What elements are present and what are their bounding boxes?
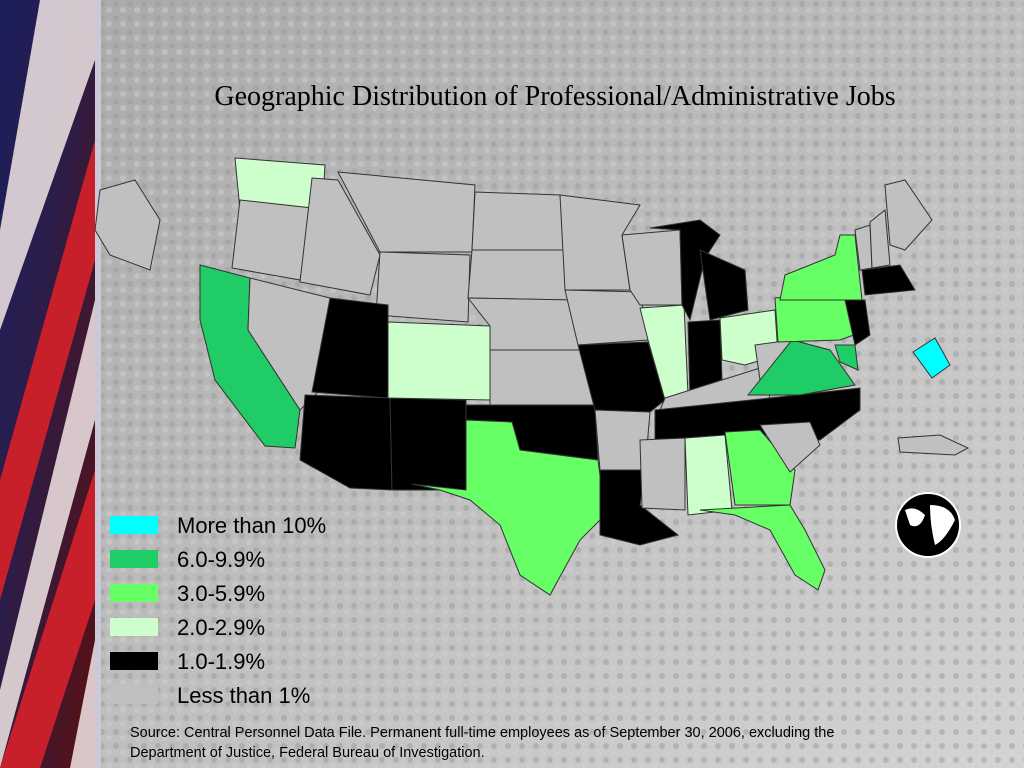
legend-label: Less than 1%: [177, 683, 310, 708]
legend-label: 2.0-2.9%: [177, 615, 265, 640]
region: [699, 504, 826, 591]
source-line: Source: Central Personnel Data File. Per…: [130, 725, 834, 741]
region: [746, 339, 856, 396]
legend-swatch: [110, 686, 158, 704]
flag-strip: [0, 0, 95, 768]
legend-swatch: [110, 652, 158, 670]
region: [699, 249, 749, 321]
source-line: Department of Justice, Federal Bureau of…: [130, 745, 485, 761]
region: [649, 219, 721, 322]
legend-swatch: [110, 618, 158, 636]
region: [844, 299, 871, 346]
us-map: [94, 157, 970, 596]
legend-swatch: [110, 516, 158, 534]
region: [759, 421, 821, 473]
region: [639, 437, 686, 511]
globe-icon: [895, 492, 961, 558]
region: [231, 199, 313, 281]
region: [299, 394, 393, 491]
region: [299, 177, 381, 296]
region: [411, 419, 606, 596]
title: Geographic Distribution of Professional/…: [214, 81, 895, 112]
region: [621, 229, 683, 306]
region: [471, 191, 566, 251]
legend: More than 10% 6.0-9.9% 3.0-5.9% 2.0-2.9% 1.0…: [110, 513, 326, 708]
region: [884, 179, 933, 251]
region: [897, 434, 970, 456]
region: [467, 249, 569, 301]
legend-label: 3.0-5.9%: [177, 581, 265, 606]
region: [861, 264, 916, 296]
divider: [95, 0, 101, 768]
region: [387, 321, 491, 401]
region: [577, 341, 666, 413]
region: [912, 337, 951, 379]
legend-label: 1.0-1.9%: [177, 649, 265, 674]
region: [375, 251, 471, 323]
region: [869, 209, 891, 269]
region: [489, 349, 596, 406]
legend-label: More than 10%: [177, 513, 326, 538]
legend-swatch: [110, 584, 158, 602]
region: [834, 344, 859, 371]
region: [94, 179, 161, 271]
legend-swatch: [110, 550, 158, 568]
region: [724, 429, 796, 506]
region: [779, 234, 863, 301]
region: [684, 434, 733, 516]
region: [389, 397, 467, 491]
legend-label: 6.0-9.9%: [177, 547, 265, 572]
